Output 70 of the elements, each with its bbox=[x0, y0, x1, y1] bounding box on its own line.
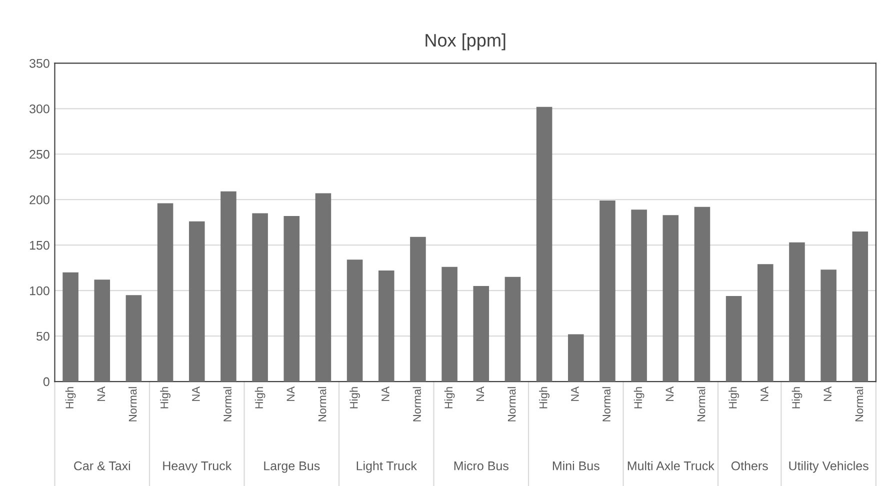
bar bbox=[220, 191, 236, 382]
x-tick-label: Normal bbox=[412, 387, 421, 422]
bar bbox=[600, 200, 616, 382]
bar bbox=[442, 266, 458, 382]
x-tick-label: Normal bbox=[318, 387, 326, 422]
bar bbox=[157, 203, 174, 382]
bar bbox=[852, 231, 868, 382]
y-tick-label: 250 bbox=[30, 150, 50, 159]
x-tick-label: Normal bbox=[602, 387, 610, 422]
x-tick-label: Normal bbox=[508, 387, 516, 422]
bar bbox=[726, 296, 742, 382]
bar bbox=[410, 236, 426, 382]
bar bbox=[346, 260, 363, 382]
x-tick-label: High bbox=[65, 387, 76, 408]
x-tick-label: High bbox=[539, 387, 550, 408]
x-tick-label: High bbox=[792, 387, 802, 408]
bar bbox=[378, 270, 394, 382]
bar bbox=[568, 334, 584, 382]
y-tick-label: 100 bbox=[30, 286, 50, 296]
y-tick-label: 200 bbox=[30, 195, 50, 204]
text: Light Truck bbox=[356, 461, 417, 473]
bar bbox=[188, 221, 205, 382]
text: Multi Axle Truck bbox=[628, 461, 714, 470]
bar bbox=[284, 216, 300, 382]
text: Mini Bus bbox=[552, 461, 600, 470]
x-tick-label: NA bbox=[382, 386, 390, 401]
x-tick-label: NA bbox=[571, 386, 579, 401]
bar bbox=[631, 210, 647, 382]
bar bbox=[504, 276, 521, 382]
y-tick-label: 0 bbox=[43, 377, 50, 386]
y-tick-label: 150 bbox=[30, 240, 50, 250]
x-tick-label: High bbox=[444, 387, 455, 408]
x-tick-label: NA bbox=[97, 386, 105, 401]
text: Utility Vehicles bbox=[789, 461, 868, 473]
x-tick-label: Normal bbox=[854, 387, 864, 422]
x-tick-label: NA bbox=[824, 386, 832, 401]
x-tick-label: High bbox=[634, 387, 644, 408]
x-tick-label: NA bbox=[666, 386, 674, 401]
x-tick-label: NA bbox=[192, 386, 200, 401]
bar bbox=[820, 270, 836, 382]
x-tick-label: Normal bbox=[128, 387, 137, 422]
x-tick-label: NA bbox=[286, 386, 294, 401]
bar bbox=[536, 106, 552, 382]
text: Heavy Truck bbox=[163, 461, 232, 473]
x-tick-label: Normal bbox=[223, 387, 232, 422]
x-tick-label: High bbox=[160, 387, 170, 408]
text: Car & Taxi bbox=[74, 461, 130, 470]
y-tick-label: 350 bbox=[30, 58, 50, 68]
chart-title: Nox [ppm] bbox=[426, 33, 506, 50]
y-tick-label: 50 bbox=[36, 332, 50, 341]
text: Large Bus bbox=[264, 462, 320, 473]
bar bbox=[62, 272, 78, 382]
bar bbox=[789, 242, 805, 382]
bar bbox=[662, 215, 679, 382]
text: Others bbox=[731, 461, 768, 470]
x-tick-label: High bbox=[254, 387, 266, 408]
x-tick-label: NA bbox=[760, 386, 768, 401]
bar bbox=[315, 193, 332, 382]
bar bbox=[473, 286, 490, 382]
x-tick-label: NA bbox=[476, 386, 484, 401]
bar bbox=[757, 264, 774, 382]
bar bbox=[694, 206, 710, 382]
text: Micro Bus bbox=[454, 461, 508, 470]
bar bbox=[94, 280, 110, 382]
x-tick-label: Normal bbox=[697, 387, 706, 422]
x-tick-label: High bbox=[350, 387, 360, 408]
bar bbox=[126, 295, 142, 382]
x-tick-label: High bbox=[728, 387, 739, 408]
y-tick-label: 300 bbox=[30, 104, 50, 114]
bar bbox=[252, 213, 268, 382]
